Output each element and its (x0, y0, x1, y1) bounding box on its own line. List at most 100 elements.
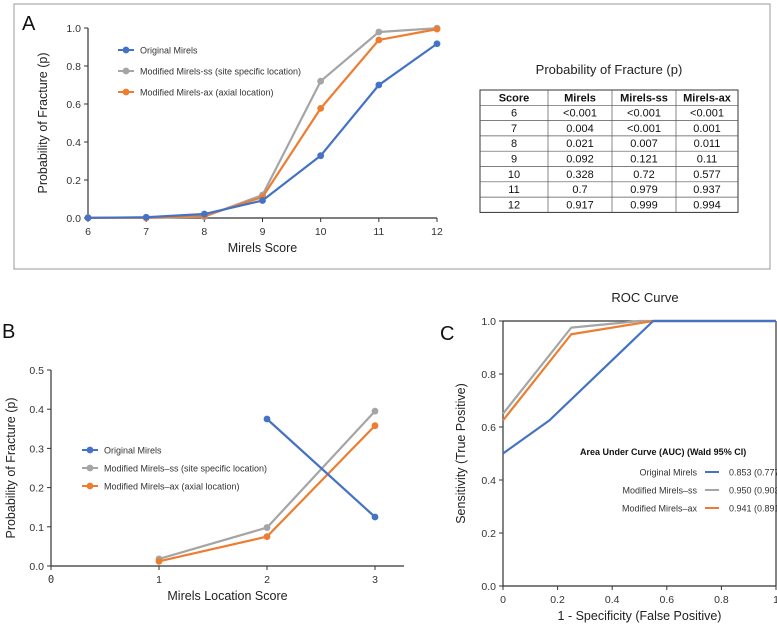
table-cell: 8 (511, 138, 517, 150)
table-cell: 0.577 (693, 169, 721, 181)
x-tick-label: 0.8 (714, 594, 729, 606)
data-point-original-mirels (375, 81, 383, 89)
table-cell: 10 (508, 169, 520, 181)
x-tick-label: 1 (156, 574, 162, 586)
y-axis-label: Probability of Fracture (p) (36, 52, 50, 193)
y-tick-label: 0.2 (29, 483, 44, 495)
series-line-original-mirels (266, 418, 376, 518)
y-tick-label: 0.1 (29, 522, 44, 534)
y-tick-label: 0.3 (29, 443, 44, 455)
table-cell: 0.001 (693, 123, 721, 135)
table-cell: 0.011 (694, 138, 721, 150)
legend-label: Modified Mirels-ax (axial location) (140, 88, 274, 98)
panel-label-a: A (22, 13, 36, 35)
table-cell: 0.7 (572, 184, 587, 196)
y-tick-label: 0.5 (29, 365, 44, 377)
table-cell: <0.001 (627, 108, 661, 120)
table-cell: 0.72 (633, 169, 654, 181)
legend-marker-original-mirels (122, 46, 130, 54)
y-axis-label: Probability of Fracture (p) (4, 397, 18, 538)
y-tick-label: 0.4 (481, 475, 496, 487)
table-cell: 6 (511, 108, 517, 120)
y-tick-label: 0.6 (66, 99, 81, 111)
auc-legend-value: 0.950 (0.903, 0.997) (729, 486, 777, 496)
y-tick-label: 0.0 (481, 581, 496, 593)
data-point-original-mirels (200, 210, 208, 218)
auc-legend-title: Area Under Curve (AUC) (Wald 95% CI) (580, 447, 746, 457)
y-axis-label: Sensitivity (True Positive) (454, 383, 468, 524)
x-tick-label: 10 (315, 226, 327, 238)
table-cell: 0.121 (630, 154, 658, 166)
probability-table: Probability of Fracture (p) Score Mirels Mi… (479, 62, 739, 213)
y-tick-label: 0.0 (29, 561, 44, 573)
x-axis-label: Mirels Location Score (167, 589, 287, 603)
series-line-modified-mirels-ss-site-specific-location (88, 27, 438, 219)
legend-marker-original-mirels (86, 446, 94, 454)
table-header-cell: Mirels-ax (683, 92, 732, 104)
legend-label: Modified Mirels-ss (site specific locati… (140, 67, 301, 77)
data-point-modified-mirels-ax-axial-location (375, 36, 383, 44)
panel-label-b: B (2, 321, 15, 343)
table-header-cell: Score (499, 92, 530, 104)
x-tick-label: 1 (773, 594, 777, 606)
table-cell: <0.001 (627, 123, 661, 135)
data-point-original-mirels (317, 152, 325, 160)
x-tick-label: 0 (48, 574, 54, 586)
table-cell: 11 (508, 184, 519, 196)
roc-title: ROC Curve (611, 290, 678, 305)
y-tick-label: 0.4 (66, 137, 81, 149)
y-tick-label: 0.8 (481, 369, 496, 381)
legend-label: Modified Mirels–ax (axial location) (104, 482, 240, 492)
data-point-modified-mirels-ax-axial-location (371, 422, 379, 430)
y-tick-label: 0.4 (29, 404, 44, 416)
legend-marker-modified-mirels-ss-site-specific-location (86, 464, 94, 472)
data-point-modified-mirels-ax-axial-location (433, 25, 441, 33)
x-tick-label: 0.6 (659, 594, 674, 606)
data-point-original-mirels (433, 40, 441, 48)
table-cell: 0.999 (630, 199, 658, 211)
table-cell: 0.937 (693, 184, 721, 196)
x-axis-label: 1 - Specificity (False Positive) (558, 609, 722, 623)
data-point-modified-mirels-ax-axial-location (155, 557, 163, 565)
table-cell: 9 (511, 154, 517, 166)
table-cell: 0.328 (566, 169, 594, 181)
table-cell: 0.979 (630, 184, 658, 196)
data-point-original-mirels (263, 415, 271, 423)
table-cell: 0.004 (566, 123, 594, 135)
data-point-modified-mirels-ss-site-specific-location (317, 77, 325, 85)
legend-label: Original Mirels (140, 46, 198, 56)
legend-label: Original Mirels (104, 446, 162, 456)
series-line-original-mirels (502, 319, 776, 455)
y-tick-label: 1.0 (481, 316, 496, 328)
x-tick-label: 2 (264, 574, 270, 586)
table-cell: 0.092 (566, 154, 594, 166)
auc-legend-value: 0.941 (0.891, 0.991) (729, 504, 777, 514)
x-tick-label: 7 (143, 226, 149, 238)
y-tick-label: 1.0 (66, 23, 81, 35)
table-cell: 0.007 (630, 138, 658, 150)
data-point-modified-mirels-ss-site-specific-location (371, 407, 379, 415)
data-point-modified-mirels-ss-site-specific-location (375, 28, 383, 36)
chart-a: 0.0 0.2 0.4 0.6 0.8 1.0 6 7 8 9 10 11 12 Mirels Score… (36, 23, 443, 255)
x-tick-label: 3 (372, 574, 378, 586)
table-header-cell: Mirels-ss (620, 92, 668, 104)
table-cell: 0.917 (566, 199, 594, 211)
data-point-original-mirels (142, 213, 150, 221)
auc-legend-label: Original Mirels (639, 468, 697, 478)
data-point-original-mirels (371, 513, 379, 521)
auc-legend-label: Modified Mirels–ax (622, 504, 698, 514)
legend-label: Modified Mirels–ss (site specific locati… (104, 464, 267, 474)
y-tick-label: 0.2 (481, 528, 496, 540)
x-tick-label: 6 (85, 226, 91, 238)
x-tick-label: 0.4 (605, 594, 620, 606)
series-line-modified-mirels-ax-axial-location (88, 28, 438, 219)
data-point-modified-mirels-ss-site-specific-location (263, 524, 271, 531)
chart-b: 0.0 0.1 0.2 0.3 0.4 0.5 0 1 2 3 Mirels Location Sc… (4, 365, 404, 603)
auc-legend-value: 0.853 (0.777,0.929) (729, 468, 777, 478)
y-tick-label: 0.6 (481, 422, 496, 434)
table-cell: 12 (508, 199, 520, 211)
panel-label-c: C (440, 323, 454, 345)
panel-a-frame (13, 3, 771, 270)
legend-marker-modified-mirels-ax-axial-location (122, 88, 130, 96)
